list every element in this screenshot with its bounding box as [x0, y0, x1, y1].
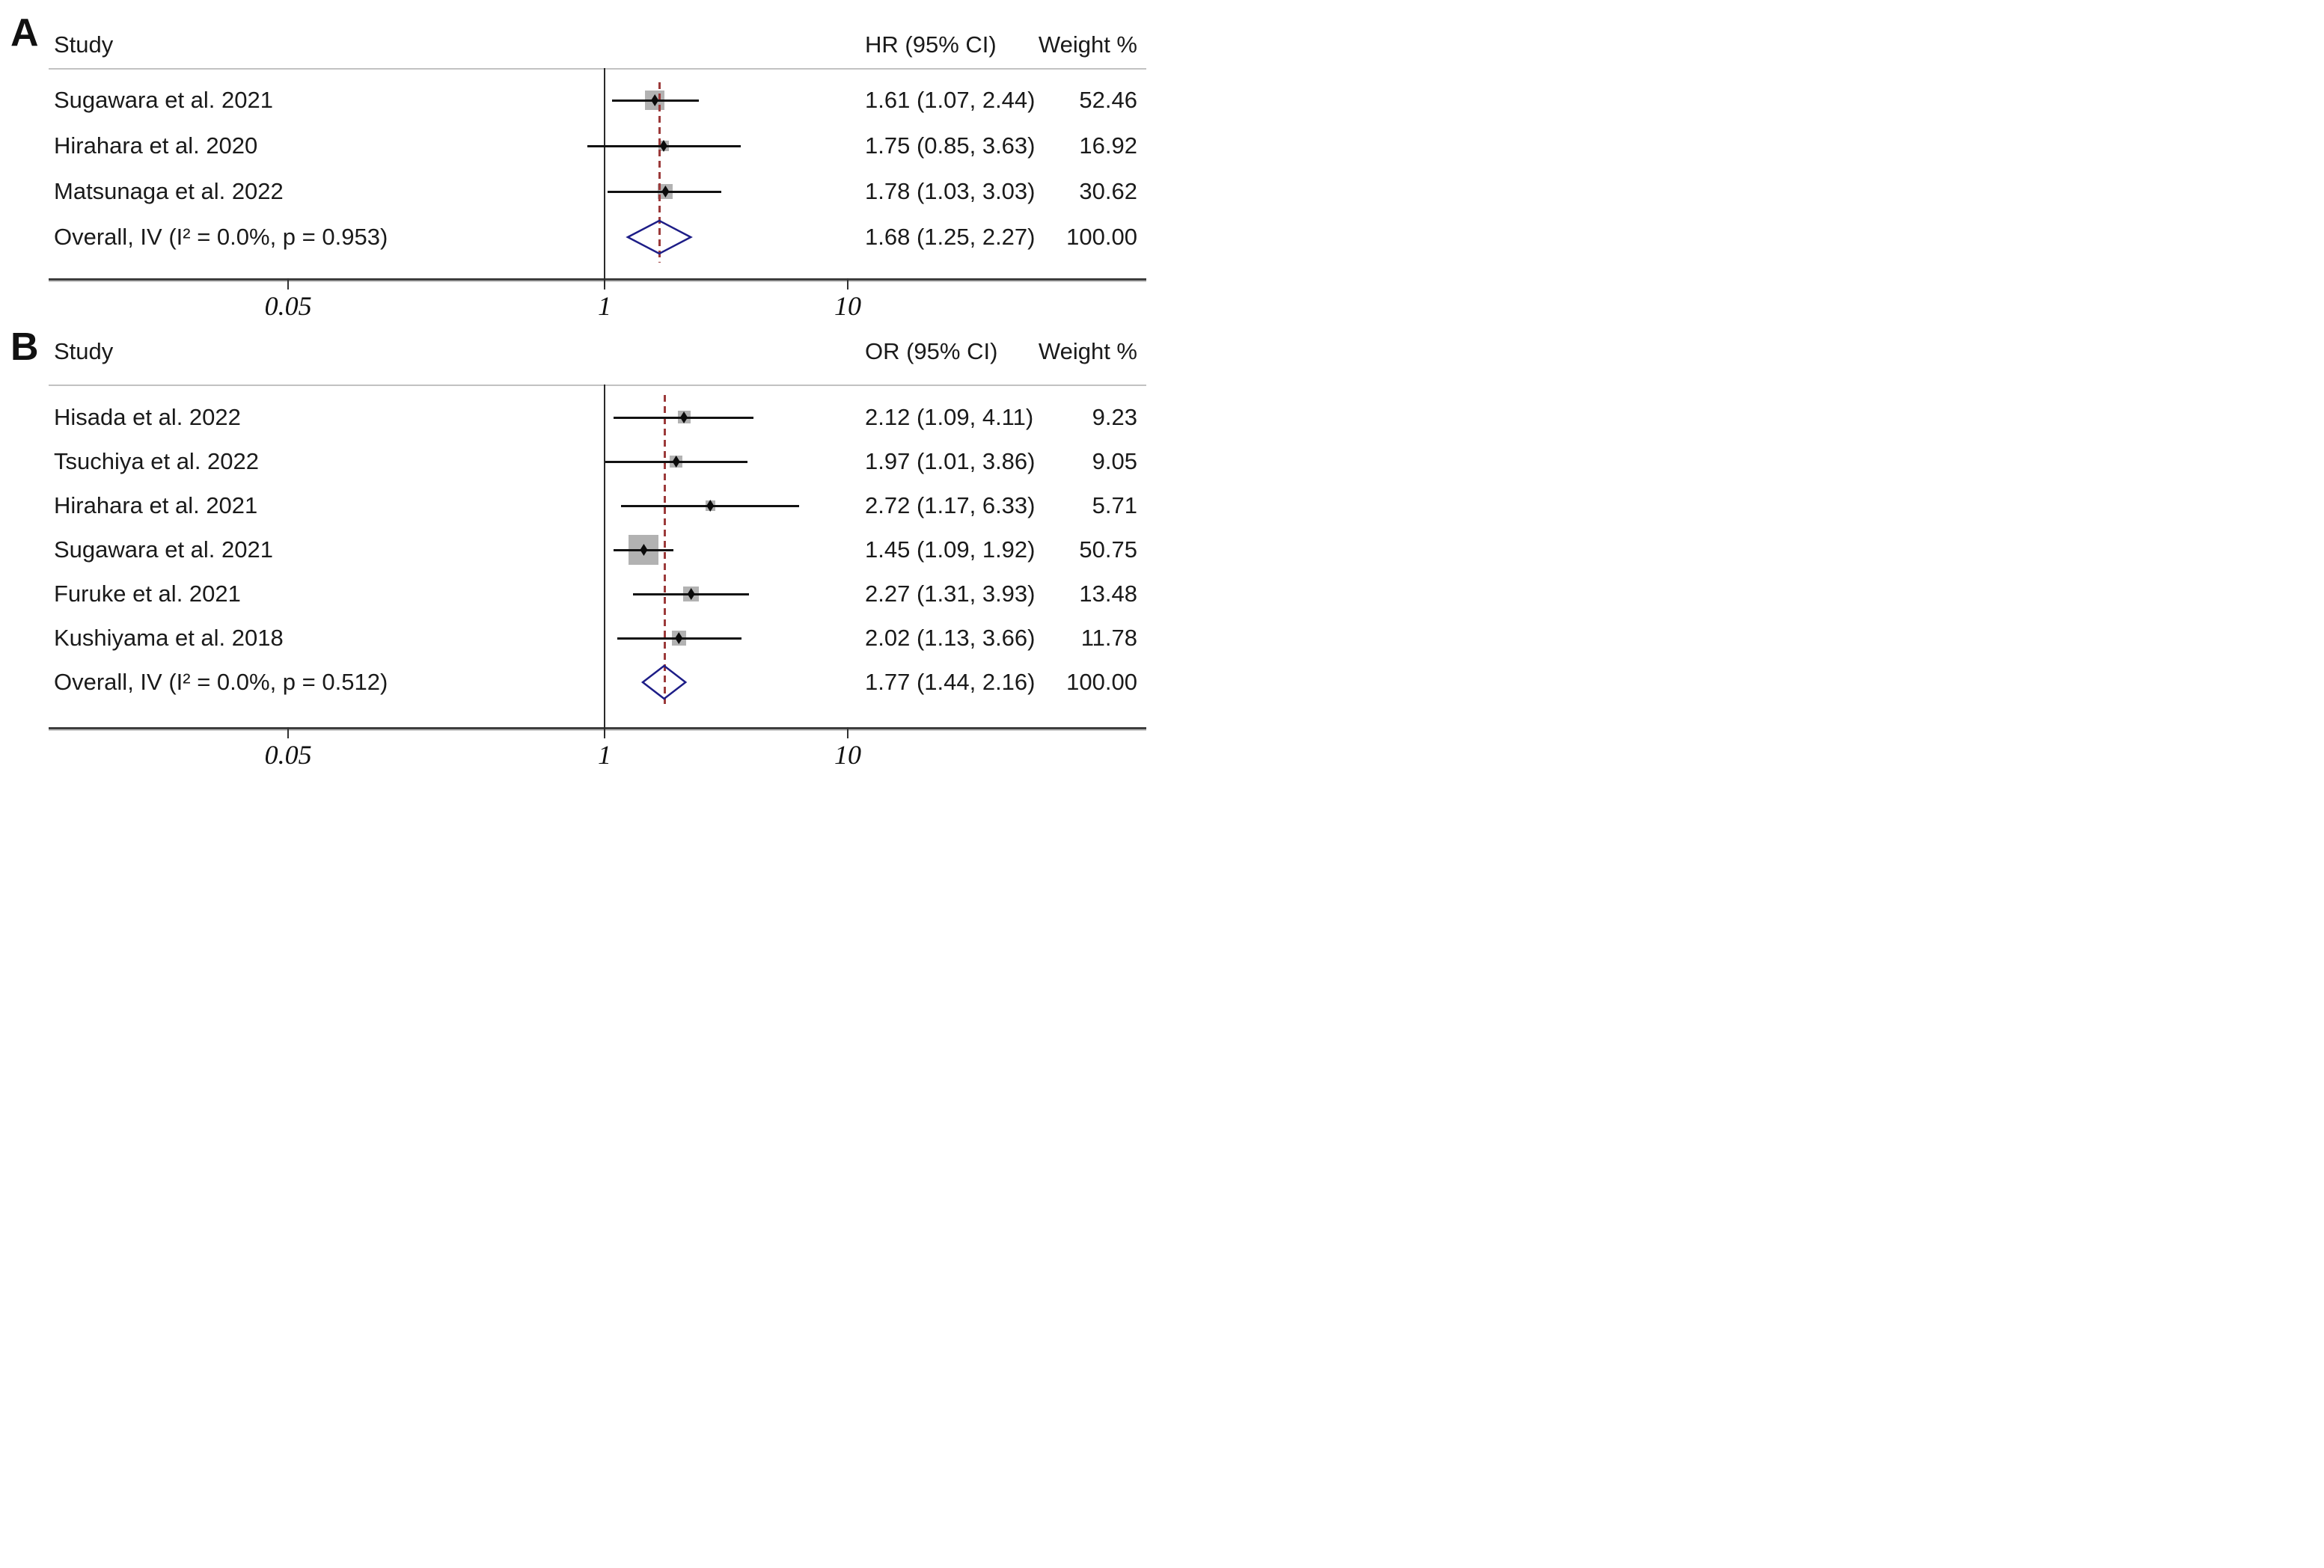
study-label: Sugawara et al. 2021 — [54, 87, 273, 113]
forest-plot-figure: A Study HR (95% CI) Weight % Sugawara et… — [0, 0, 1162, 784]
study-column-header: Study — [54, 31, 114, 58]
study-label: Sugawara et al. 2021 — [54, 536, 273, 563]
effect-value: 2.02 (1.13, 3.66) — [865, 625, 1036, 651]
overall-weight-value: 100.00 — [1066, 669, 1137, 695]
overall-weight-value: 100.00 — [1066, 224, 1137, 250]
axis-tick — [287, 727, 290, 738]
weight-value: 16.92 — [1079, 132, 1137, 159]
study-label: Tsuchiya et al. 2022 — [54, 448, 260, 474]
overall-label: Overall, IV (I² = 0.0%, p = 0.953) — [54, 224, 388, 250]
axis-tick-label: 1 — [598, 291, 611, 321]
overall-dashed-line — [658, 82, 661, 263]
overall-effect-value: 1.68 (1.25, 2.27) — [865, 224, 1036, 250]
weight-value: 9.23 — [1092, 404, 1137, 430]
x-axis-line — [49, 727, 1146, 731]
effect-column-header: OR (95% CI) — [865, 338, 998, 364]
axis-tick-label: 10 — [834, 291, 861, 321]
panel-label: B — [10, 325, 39, 369]
weight-value: 9.05 — [1092, 448, 1137, 474]
reference-line — [604, 385, 605, 736]
axis-tick-label: 0.05 — [264, 291, 312, 321]
study-column-header: Study — [54, 338, 114, 364]
study-label: Hirahara et al. 2021 — [54, 492, 258, 518]
weight-value: 52.46 — [1079, 87, 1137, 113]
effect-value: 2.72 (1.17, 6.33) — [865, 492, 1036, 518]
effect-value: 1.78 (1.03, 3.03) — [865, 178, 1036, 204]
effect-value: 1.75 (0.85, 3.63) — [865, 132, 1036, 159]
study-label: Hirahara et al. 2020 — [54, 132, 258, 159]
overall-diamond — [625, 217, 694, 257]
panel-label: A — [10, 11, 39, 55]
axis-tick-label: 0.05 — [264, 740, 312, 770]
point-estimate-marker — [661, 186, 670, 197]
weight-value: 13.48 — [1079, 581, 1137, 607]
overall-diamond — [640, 662, 688, 702]
point-estimate-marker — [680, 411, 688, 423]
overall-label: Overall, IV (I² = 0.0%, p = 0.512) — [54, 669, 388, 695]
axis-tick — [847, 278, 848, 290]
effect-value: 1.97 (1.01, 3.86) — [865, 448, 1036, 474]
x-axis-line — [49, 278, 1146, 282]
effect-value: 1.45 (1.09, 1.92) — [865, 536, 1036, 563]
weight-value: 50.75 — [1079, 536, 1137, 563]
weight-value: 30.62 — [1079, 178, 1137, 204]
weight-column-header: Weight % — [1038, 338, 1137, 364]
point-estimate-marker — [659, 140, 667, 152]
axis-tick-label: 1 — [598, 740, 611, 770]
header-divider — [49, 385, 1146, 386]
effect-column-header: HR (95% CI) — [865, 31, 997, 58]
effect-value: 1.61 (1.07, 2.44) — [865, 87, 1036, 113]
point-estimate-marker — [675, 632, 683, 644]
point-estimate-marker — [706, 500, 715, 512]
header-divider — [49, 68, 1146, 70]
point-estimate-marker — [640, 544, 648, 556]
weight-column-header: Weight % — [1038, 31, 1137, 58]
point-estimate-marker — [687, 588, 695, 600]
axis-tick — [847, 727, 848, 738]
study-label: Furuke et al. 2021 — [54, 581, 241, 607]
point-estimate-marker — [651, 94, 659, 106]
study-label: Kushiyama et al. 2018 — [54, 625, 284, 651]
axis-tick-label: 10 — [834, 740, 861, 770]
weight-value: 5.71 — [1092, 492, 1137, 518]
study-label: Hisada et al. 2022 — [54, 404, 241, 430]
effect-value: 2.27 (1.31, 3.93) — [865, 581, 1036, 607]
weight-value: 11.78 — [1080, 625, 1137, 651]
effect-value: 2.12 (1.09, 4.11) — [865, 404, 1034, 430]
overall-effect-value: 1.77 (1.44, 2.16) — [865, 669, 1036, 695]
point-estimate-marker — [672, 456, 680, 468]
axis-tick — [287, 278, 290, 290]
study-label: Matsunaga et al. 2022 — [54, 178, 284, 204]
reference-line — [604, 68, 605, 287]
